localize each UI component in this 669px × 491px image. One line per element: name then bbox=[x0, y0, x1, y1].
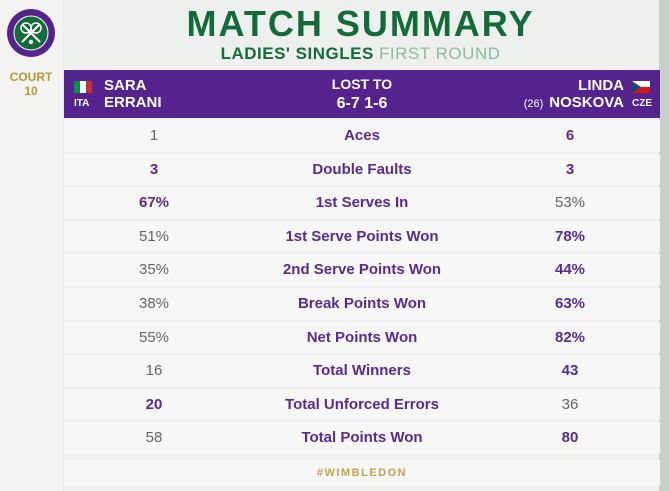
wimbledon-logo-icon bbox=[7, 9, 55, 57]
court-info: COURT 10 bbox=[0, 70, 62, 98]
stat-row: 38% Break Points Won 63% bbox=[64, 287, 660, 320]
match-header: ITA SARA ERRANI LOST TO 6-7 1-6 LINDA (2… bbox=[64, 70, 660, 118]
side-strip: COURT 10 bbox=[0, 0, 62, 491]
player1-stat-value: 20 bbox=[145, 395, 163, 413]
player2-stat-value: 78% bbox=[554, 227, 586, 245]
stat-label: Aces bbox=[344, 127, 380, 144]
page-subtitle: LADIES' SINGLES FIRST ROUND bbox=[62, 44, 659, 64]
stat-label: 2nd Serve Points Won bbox=[282, 261, 442, 279]
stat-row: 58 Total Points Won 80 bbox=[64, 422, 660, 454]
player1-stat-value: 51% bbox=[138, 227, 170, 245]
player2-name: LINDA (26) NOSKOVA bbox=[524, 77, 624, 113]
stat-row: 51% 1st Serve Points Won 78% bbox=[64, 220, 660, 253]
player2-last-name: NOSKOVA bbox=[549, 94, 624, 111]
stat-label: Total Unforced Errors bbox=[285, 395, 439, 413]
stats-table: 1 Aces 6 3 Double Faults 3 67% 1st Serves In 53%… bbox=[64, 120, 660, 456]
player2-stat-value: 6 bbox=[565, 127, 575, 144]
stat-row: 67% 1st Serves In 53% bbox=[64, 187, 660, 219]
player1-stat-value: 58 bbox=[145, 429, 163, 447]
player1-stat-value: 67% bbox=[138, 194, 170, 212]
player2-first-name: LINDA bbox=[578, 77, 624, 94]
round-name: FIRST ROUND bbox=[379, 44, 501, 63]
stat-label: Net Points Won bbox=[306, 328, 418, 346]
right-edge bbox=[659, 0, 669, 491]
stat-label: Double Faults bbox=[312, 160, 412, 178]
court-label: COURT bbox=[9, 70, 53, 84]
player2-stat-value: 43 bbox=[561, 362, 579, 380]
player1-first-name: SARA bbox=[104, 77, 147, 94]
court-number: 10 bbox=[24, 84, 38, 98]
stat-row: 3 Double Faults 3 bbox=[64, 153, 660, 186]
player2-seed: (26) bbox=[523, 98, 544, 110]
player2-stat-value: 53% bbox=[554, 194, 586, 212]
result-label: LOST TO bbox=[331, 76, 393, 92]
stat-label: Break Points Won bbox=[297, 294, 427, 312]
stat-row: 16 Total Winners 43 bbox=[64, 355, 660, 387]
stat-label: 1st Serve Points Won bbox=[285, 227, 439, 245]
player2-stat-value: 82% bbox=[554, 328, 586, 346]
player1-stat-value: 16 bbox=[145, 362, 163, 380]
match-result: LOST TO 6-7 1-6 bbox=[64, 75, 660, 113]
player2-country: CZE bbox=[632, 98, 652, 109]
match-score: 6-7 1-6 bbox=[336, 95, 388, 112]
player1-stat-value: 35% bbox=[138, 261, 170, 279]
stat-row: 1 Aces 6 bbox=[64, 120, 660, 152]
player1-stat-value: 55% bbox=[138, 328, 170, 346]
player1-last-name: ERRANI bbox=[104, 94, 162, 111]
player2-stat-value: 80 bbox=[561, 429, 579, 447]
stat-row: 35% 2nd Serve Points Won 44% bbox=[64, 254, 660, 286]
hashtag: #WIMBLEDON bbox=[64, 460, 660, 486]
stat-row: 55% Net Points Won 82% bbox=[64, 321, 660, 354]
event-name: LADIES' SINGLES bbox=[220, 44, 374, 63]
stat-label: Total Winners bbox=[313, 362, 411, 380]
player1-stat-value: 38% bbox=[138, 294, 170, 312]
player1-country: ITA bbox=[74, 98, 90, 109]
stat-label: Total Points Won bbox=[301, 429, 423, 447]
player1-stat-value: 3 bbox=[149, 160, 159, 178]
player2-stat-value: 36 bbox=[561, 395, 579, 413]
player2-stat-value: 44% bbox=[554, 261, 586, 279]
czech-flag-icon bbox=[632, 81, 650, 93]
stat-label: 1st Serves In bbox=[315, 194, 409, 212]
page-title: MATCH SUMMARY bbox=[186, 3, 535, 44]
player2-stat-value: 63% bbox=[554, 294, 586, 312]
stat-row: 20 Total Unforced Errors 36 bbox=[64, 388, 660, 421]
italy-flag-icon bbox=[74, 81, 92, 93]
player2-stat-value: 3 bbox=[565, 160, 575, 178]
player1-name: SARA ERRANI bbox=[104, 77, 162, 111]
player1-stat-value: 1 bbox=[149, 127, 159, 144]
